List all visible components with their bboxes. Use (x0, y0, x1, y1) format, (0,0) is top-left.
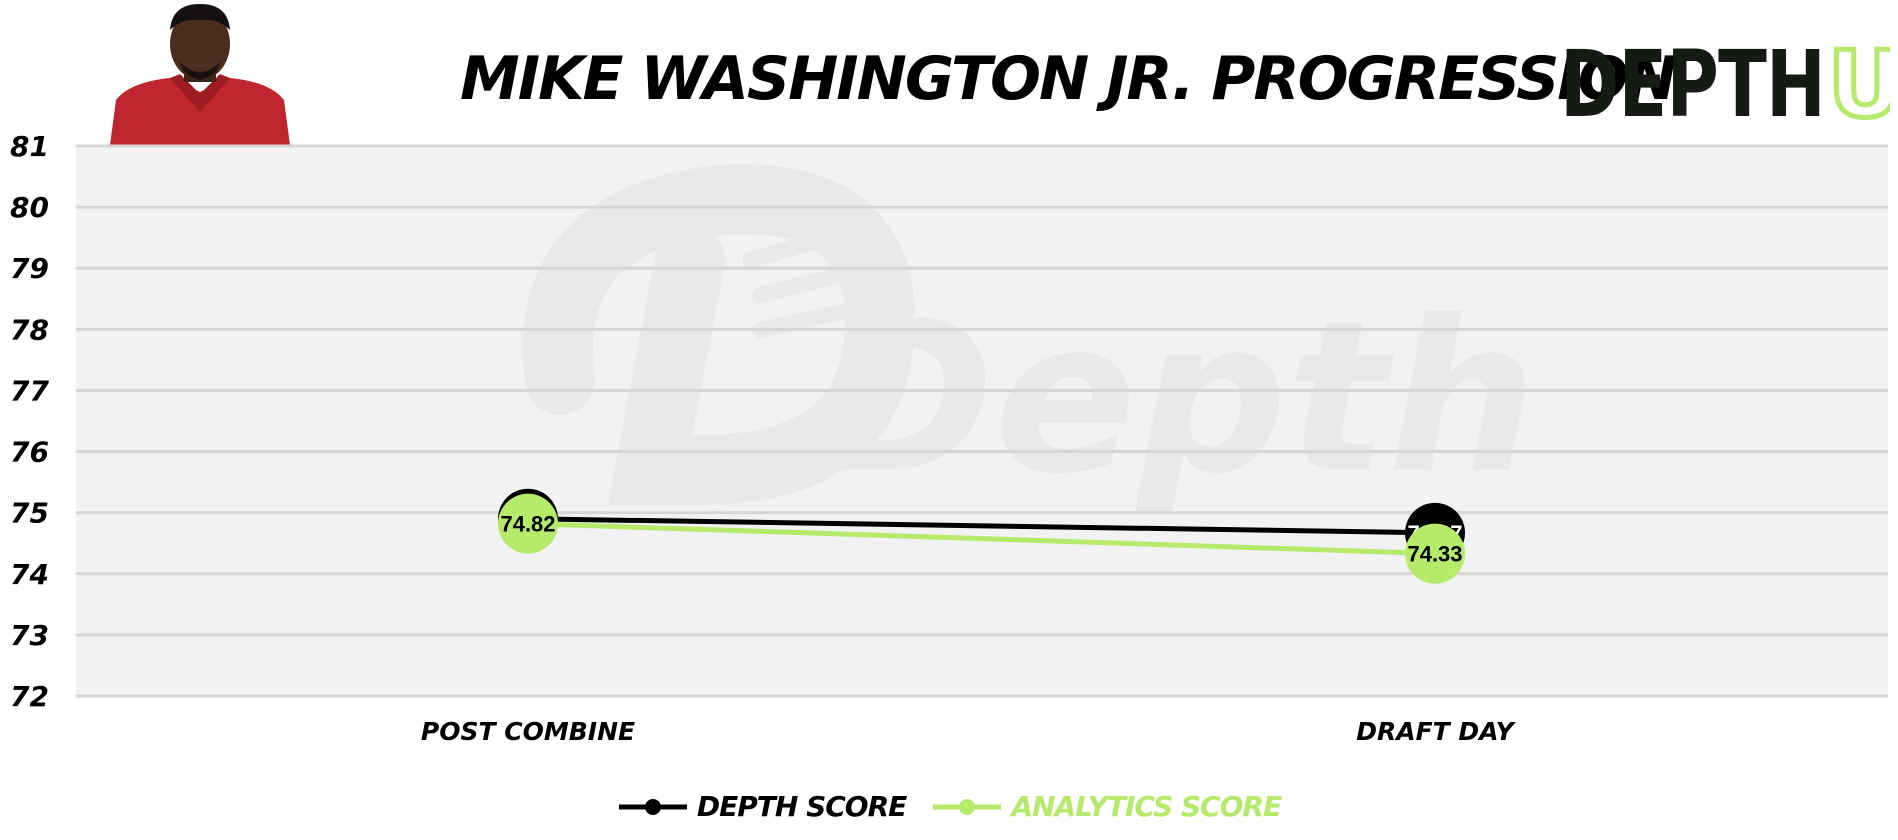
svg-text:U: U (1828, 32, 1890, 124)
y-tick-label: 76 (10, 436, 49, 469)
series-line (527, 521, 1436, 557)
gridlines (76, 144, 1888, 698)
y-tick-label: 74 (10, 558, 49, 591)
data-label: 74.82 (500, 512, 555, 537)
x-axis: POST COMBINE DRAFT DAY (421, 717, 1517, 746)
data-point (1405, 523, 1465, 584)
y-tick-label: 72 (10, 680, 49, 713)
x-tick-label: POST COMBINE (421, 717, 635, 746)
svg-text:Depth: Depth (820, 275, 1537, 520)
plot-background (76, 146, 1888, 696)
y-tick-label: 73 (10, 619, 49, 652)
depthu-logo: DEPTH U (1560, 32, 1890, 124)
series-line (527, 516, 1436, 536)
y-tick-label: 81 (10, 130, 49, 163)
legend-label-depth-score: DEPTH SCORE (696, 790, 907, 823)
y-tick-label: 77 (10, 374, 49, 407)
y-tick-label: 79 (10, 252, 49, 285)
legend: DEPTH SCORE ANALYTICS SCORE (0, 790, 1898, 823)
legend-line-marker-icon (933, 798, 1002, 815)
depth-watermark: Depth (523, 164, 1537, 520)
data-point (498, 493, 558, 554)
data-label: 74.33 (1407, 542, 1462, 567)
legend-item-analytics-score: ANALYTICS SCORE (931, 790, 1282, 823)
y-tick-label: 80 (10, 191, 49, 224)
y-axis: 72 73 74 75 76 77 78 79 80 81 (10, 130, 49, 713)
legend-label-analytics-score: ANALYTICS SCORE (1011, 790, 1282, 823)
svg-text:DEPTH: DEPTH (1560, 32, 1825, 124)
y-tick-label: 78 (10, 313, 49, 346)
legend-item-depth-score: DEPTH SCORE (617, 790, 907, 823)
series-analytics-score: 74.82 74.33 (498, 493, 1465, 584)
y-tick-label: 75 (10, 497, 49, 530)
x-tick-label: DRAFT DAY (1356, 717, 1516, 746)
legend-line-marker-icon (618, 798, 687, 815)
player-photo (100, 0, 300, 145)
